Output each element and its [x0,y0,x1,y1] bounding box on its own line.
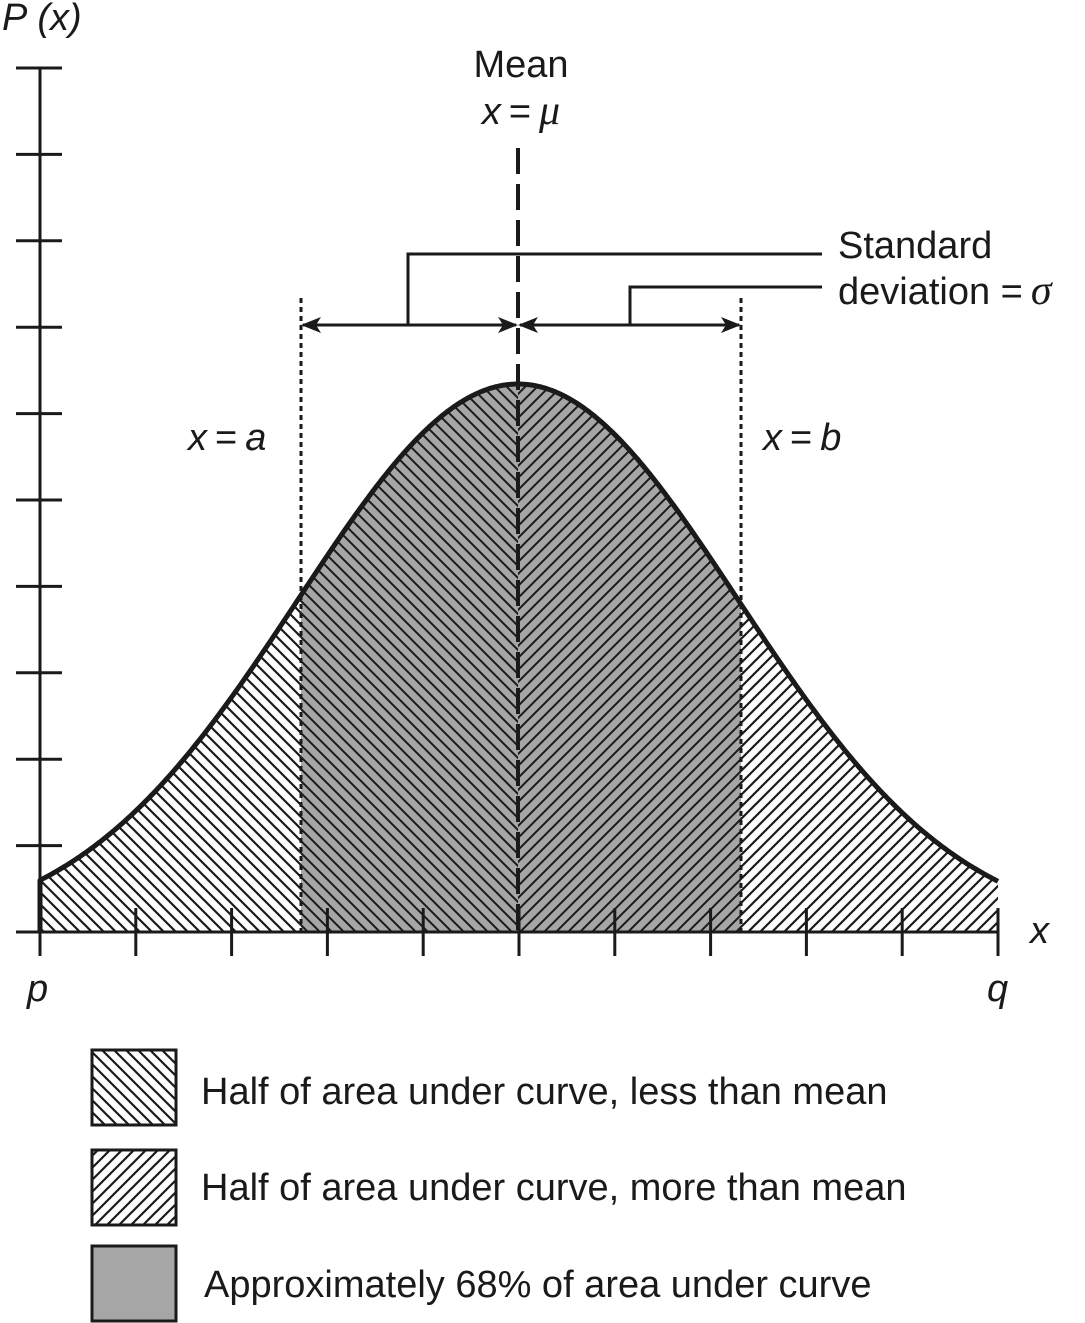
legend-label: Half of area under curve, less than mean [201,1071,888,1113]
legend-item-68-percent: Approximately 68% of area under curve [90,1244,871,1323]
x-axis-label: x [1028,910,1051,952]
y-axis-label: P (x) [2,0,82,39]
left-tail-region [40,595,301,932]
left-center-region [301,384,518,932]
b-bound-label: x = b [761,417,841,459]
legend-label: Half of area under curve, more than mean [201,1167,907,1209]
legend-swatch-gray [90,1244,178,1323]
legend-swatch-backslash-hatch [90,1048,178,1127]
std-dev-leader-upper [406,252,822,325]
legend-label: Approximately 68% of area under curve [204,1264,871,1306]
legend-swatch-forward-hatch [90,1148,178,1227]
x-axis-ticks [38,908,1000,956]
std-dev-leader-lower [628,285,822,325]
std-dev-label-line2: deviation = σ [838,268,1054,314]
mean-title: Mean [473,44,568,86]
x-axis-start-label: p [26,968,48,1010]
a-bound-label: x = a [186,417,266,459]
mean-equation: x = μ [480,88,560,134]
std-dev-label-line1: Standard [838,225,992,267]
right-tail-region [741,604,998,932]
x-axis-end-label: q [987,968,1008,1010]
right-center-region [518,384,741,932]
legend-item-less-than-mean: Half of area under curve, less than mean [90,1048,888,1127]
legend: Half of area under curve, less than mean… [90,1048,907,1323]
legend-item-more-than-mean: Half of area under curve, more than mean [90,1148,907,1227]
